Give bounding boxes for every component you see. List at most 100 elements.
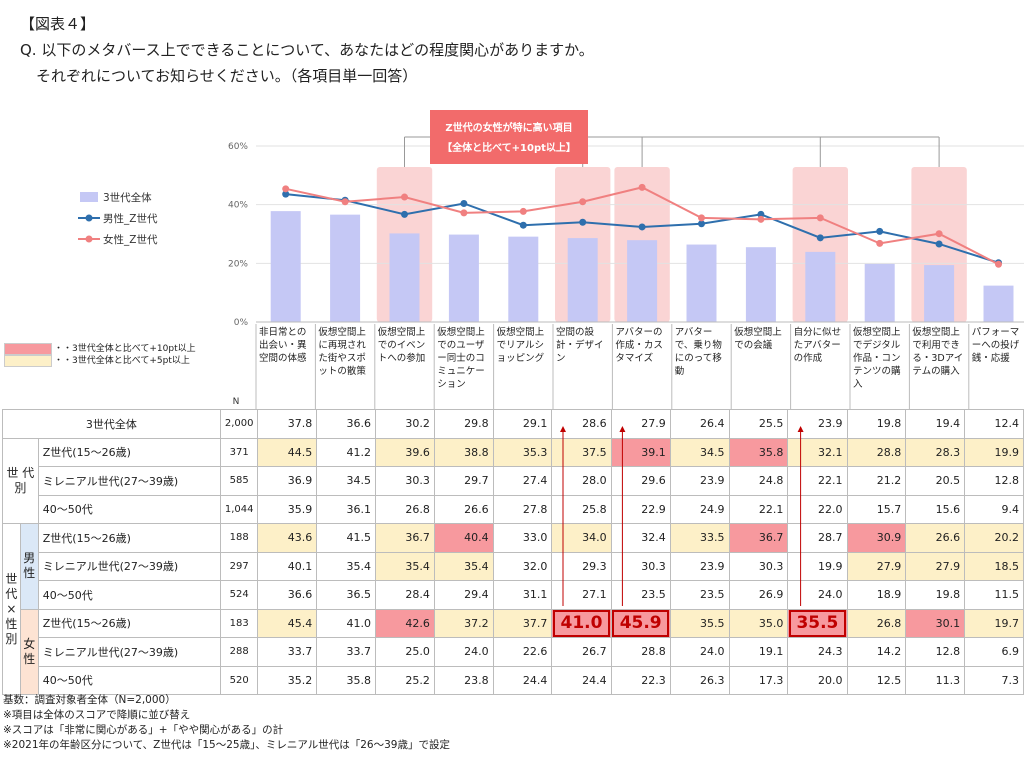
table-cell: 23.9 [669, 466, 730, 496]
footnote: ※スコアは「非常に関心がある」+「やや関心がある」の計 [3, 724, 284, 736]
table-cell: 32.1 [787, 437, 848, 467]
table-cell: 12.8 [964, 466, 1024, 496]
table-cell: 29.8 [433, 409, 494, 439]
table-cell: 22.0 [787, 494, 848, 524]
table-cell: 29.3 [551, 551, 612, 581]
table-cell: 25.0 [375, 637, 435, 667]
table-cell: 26.4 [669, 409, 730, 439]
table-cell: 14.2 [846, 637, 907, 667]
table-cell: 30.9 [846, 523, 907, 553]
male-point [579, 218, 587, 226]
table-cell: 24.0 [433, 637, 494, 667]
category-label: パフォーマーへの投げ銭・応援 [971, 327, 1020, 364]
table-cell: 44.5 [257, 437, 318, 467]
table-cell: 36.7 [375, 523, 435, 553]
legend-marker [85, 214, 93, 222]
table-cell: 19.7 [964, 608, 1024, 638]
male-point [519, 221, 527, 229]
table-row: 世 代 別 Z世代(15～26歳) 371 44.5 41.2 39.6 38.8 35.3 3… [2, 437, 1024, 524]
category-label: 仮想空間上で利用できる・3Dアイテムの購入 [912, 327, 964, 377]
table-cell: 17.3 [728, 665, 789, 695]
bar [330, 214, 361, 322]
table-cell: 24.9 [669, 494, 730, 524]
table-cell: 42.6 [375, 608, 435, 638]
table-cell: 6.9 [964, 637, 1024, 667]
footnote: ※項目は全体のスコアで降順に並び替え [3, 709, 191, 721]
table-cell: 24.3 [787, 637, 848, 667]
table-cell: 23.9 [669, 551, 730, 581]
female-point [638, 183, 646, 191]
group-label-generation: 世 代 別 [2, 437, 39, 524]
category-label: 仮想空間上でデジタル作品・コンテンツの購入 [853, 327, 901, 390]
table-cell: 35.8 [728, 437, 789, 467]
y-tick-label: 20% [228, 259, 248, 269]
table-cell: 26.8 [375, 494, 435, 524]
table-cell: 30.3 [375, 466, 435, 496]
row-label: Z世代(15～26歳) [37, 523, 221, 553]
row-n: 524 [219, 580, 259, 610]
table-cell: 15.7 [846, 494, 907, 524]
category-label: アバターの作成・カスタマイズ [615, 327, 663, 364]
key-yellow-text: ・・3世代全体と比べて+5pt以上 [54, 356, 190, 366]
table-cell: 32.4 [610, 523, 671, 553]
table-cell: 23.9 [787, 409, 848, 439]
category-label: 仮想空間上に再現された街やスポットの散策 [318, 327, 366, 377]
data-table: 3世代全体 2,000 37.8 36.6 30.2 29.8 29.1 28.6 27.9 26… [2, 409, 1024, 695]
table-cell: 41.2 [316, 437, 377, 467]
row-n: 1,044 [219, 494, 259, 524]
table-cell: 19.1 [728, 637, 789, 667]
key-yellow: ・・3世代全体と比べて+5pt以上 [4, 353, 190, 367]
bar [745, 247, 776, 322]
table-row: 3世代全体 2,000 37.8 36.6 30.2 29.8 29.1 28.6 27.9 26… [2, 409, 1024, 439]
table-cell: 34.5 [316, 466, 377, 496]
row-n: 520 [219, 665, 259, 695]
table-cell: 26.3 [669, 665, 730, 695]
table-cell: 35.5 [669, 608, 730, 638]
table-row: ミレニアル世代(27～39歳) 585 36.9 34.5 30.3 29.7 27.4 28… [3, 466, 1024, 496]
row-label: 40～50代 [37, 665, 221, 695]
key-red-swatch [4, 342, 52, 355]
table-cell: 28.3 [905, 437, 966, 467]
table-row: 女 性 Z世代(15～26歳) 183 45.4 41.0 42.6 37.2 37.7 41.… [3, 608, 1024, 695]
bar [448, 234, 479, 322]
female-point [757, 215, 765, 223]
table-cell: 22.1 [787, 466, 848, 496]
row-label: Z世代(15～26歳) [37, 608, 221, 638]
table-cell: 23.5 [610, 580, 671, 610]
bar [686, 244, 717, 322]
table-cell: 36.5 [316, 580, 377, 610]
table-cell: 28.8 [846, 437, 907, 467]
key-red: ・・3世代全体と比べて+10pt以上 [4, 341, 196, 355]
table-cell: 45.9 [610, 608, 671, 638]
table-cell: 41.0 [316, 608, 377, 638]
legend-label: 女性_Z世代 [103, 233, 158, 246]
row-n: 288 [219, 637, 259, 667]
row-label: 3世代全体 [2, 409, 221, 439]
table-cell: 23.5 [669, 580, 730, 610]
table-row: ミレニアル世代(27～39歳) 297 40.1 35.4 35.4 35.4 32.0 29… [3, 551, 1024, 581]
male-point [282, 190, 290, 198]
table-cell: 29.4 [433, 580, 494, 610]
annotation-title-1: Z世代の女性が特に高い項目 [445, 121, 572, 134]
category-label: 仮想空間上での会議 [734, 327, 782, 351]
bar [270, 211, 301, 322]
male-point [935, 240, 943, 248]
table-cell: 30.3 [728, 551, 789, 581]
table-cell: 26.6 [905, 523, 966, 553]
table-cell: 37.5 [551, 437, 612, 467]
table-cell: 29.1 [492, 409, 553, 439]
table-cell: 37.7 [492, 608, 553, 638]
table-cell: 36.7 [728, 523, 789, 553]
table-row: 世 代 × 性 別男 性 Z世代(15～26歳) 188 43.6 41.5 36.7 40… [2, 523, 1024, 695]
key-red-text: ・・3世代全体と比べて+10pt以上 [54, 344, 196, 354]
row-n: 585 [219, 466, 259, 496]
table-cell: 24.8 [728, 466, 789, 496]
table-cell: 41.0 [551, 608, 612, 638]
bar [805, 251, 836, 322]
group-label-female: 女 性 [19, 608, 39, 695]
category-label: 空間の設計・デザイン [556, 327, 604, 364]
row-label: 40～50代 [37, 494, 221, 524]
male-point [876, 227, 884, 235]
table-cell: 11.5 [964, 580, 1024, 610]
table-cell: 33.7 [257, 637, 318, 667]
